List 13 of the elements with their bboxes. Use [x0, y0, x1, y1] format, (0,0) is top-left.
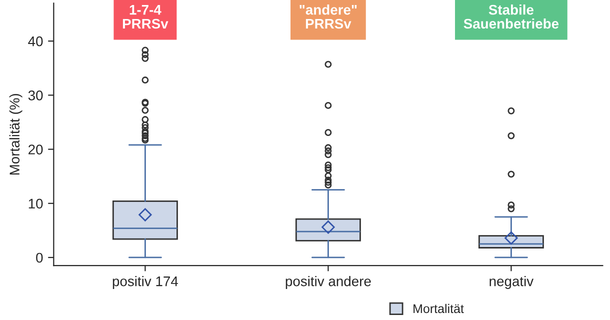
y-tick-label: 20	[28, 144, 43, 154]
y-tick-label: 30	[28, 90, 43, 100]
annotation: Stabile Sauenbetriebe	[464, 4, 559, 29]
y-axis-title: Mortalität (%)	[9, 94, 22, 175]
y-tick-label: 0	[36, 252, 43, 263]
y-tick-label: 40	[28, 36, 43, 46]
x-tick-label: negativ	[490, 276, 534, 289]
legend-label: Mortalität	[414, 304, 464, 314]
annotation: 1-7-4 PRRSv	[122, 5, 168, 29]
annotation: "andere" PRRSv	[300, 4, 357, 29]
x-tick-label: positiv andere	[286, 276, 371, 289]
x-tick-label: positiv 174	[112, 276, 178, 289]
y-tick-label: 10	[28, 198, 43, 209]
